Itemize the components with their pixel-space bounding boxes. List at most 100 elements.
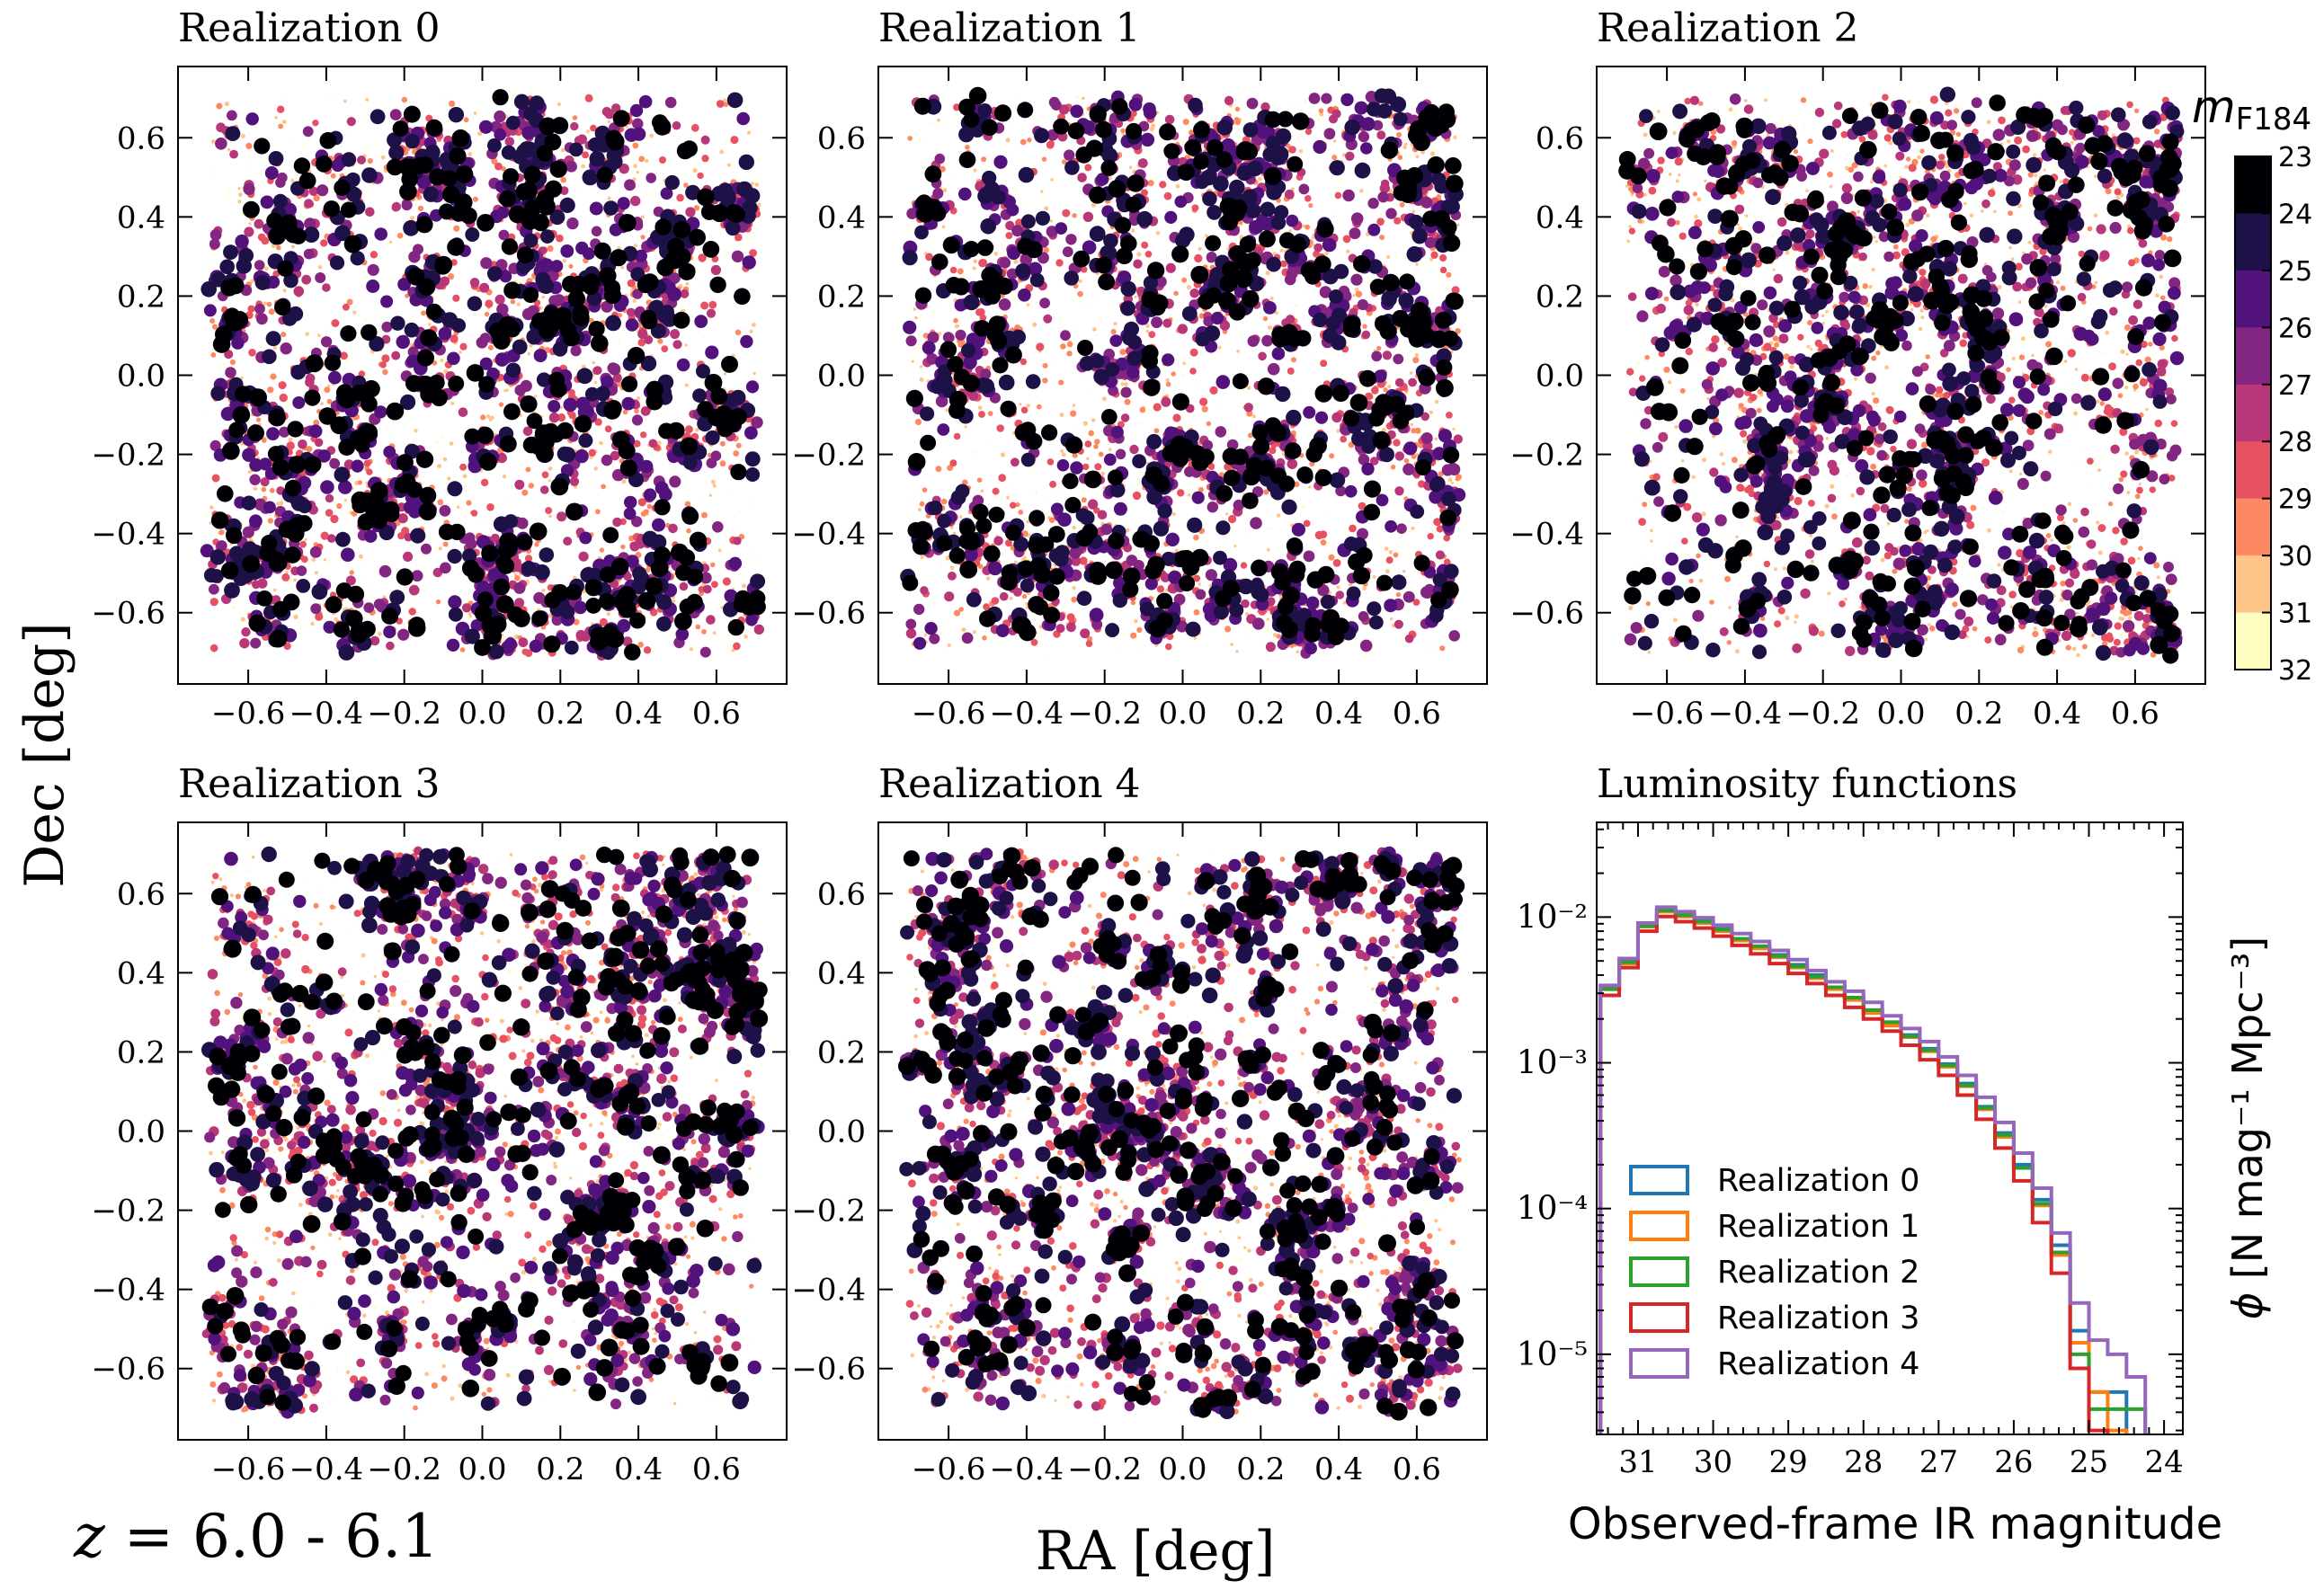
galaxy-point	[589, 315, 591, 316]
galaxy-point	[621, 396, 636, 411]
galaxy-point	[435, 605, 439, 608]
galaxy-point	[490, 415, 494, 421]
galaxy-point	[298, 303, 300, 305]
galaxy-point	[466, 500, 472, 506]
galaxy-point	[524, 555, 533, 563]
galaxy-point	[528, 483, 534, 489]
galaxy-point	[612, 110, 630, 128]
galaxy-point	[340, 325, 357, 342]
galaxy-point	[503, 637, 518, 652]
galaxy-point	[711, 581, 718, 589]
galaxy-point	[421, 310, 426, 316]
galaxy-point	[638, 94, 653, 109]
galaxy-point	[271, 486, 273, 488]
galaxy-point	[638, 155, 646, 163]
galaxy-point	[334, 466, 351, 483]
galaxy-point	[501, 238, 519, 255]
galaxy-point	[733, 537, 742, 546]
galaxy-point	[363, 602, 375, 613]
galaxy-point	[419, 486, 437, 505]
galaxy-point	[604, 109, 615, 120]
galaxy-point	[279, 501, 284, 506]
galaxy-point	[303, 248, 315, 260]
galaxy-point	[735, 442, 742, 448]
galaxy-point	[345, 172, 348, 174]
galaxy-point	[548, 412, 560, 423]
galaxy-point	[633, 164, 637, 168]
galaxy-point	[254, 303, 265, 315]
galaxy-point	[749, 249, 757, 257]
galaxy-point	[501, 254, 503, 257]
galaxy-point	[237, 518, 239, 519]
galaxy-point	[607, 196, 611, 200]
galaxy-point	[209, 644, 218, 652]
galaxy-point	[317, 265, 323, 270]
galaxy-point	[627, 306, 628, 308]
galaxy-point	[688, 537, 690, 539]
galaxy-point	[548, 466, 553, 471]
galaxy-point	[590, 124, 597, 132]
galaxy-point	[434, 246, 436, 248]
galaxy-point	[435, 599, 441, 605]
galaxy-point	[403, 551, 414, 563]
galaxy-point	[649, 133, 654, 138]
galaxy-point	[405, 134, 420, 149]
galaxy-point	[395, 638, 397, 641]
galaxy-point	[672, 599, 676, 603]
galaxy-point	[248, 199, 250, 201]
galaxy-point	[238, 192, 243, 198]
galaxy-point	[400, 245, 402, 248]
galaxy-point	[470, 510, 478, 517]
galaxy-point	[746, 130, 751, 135]
galaxy-point	[563, 329, 580, 347]
galaxy-point	[657, 338, 663, 344]
galaxy-point	[334, 650, 337, 652]
galaxy-point	[405, 501, 406, 502]
galaxy-point	[479, 282, 490, 293]
galaxy-point	[748, 242, 750, 244]
galaxy-point	[620, 265, 625, 270]
galaxy-point	[459, 647, 466, 652]
galaxy-point	[610, 479, 612, 482]
galaxy-point	[422, 440, 425, 444]
galaxy-point	[249, 474, 261, 485]
galaxy-point	[356, 373, 359, 376]
galaxy-point	[578, 551, 589, 562]
galaxy-point	[224, 582, 240, 599]
galaxy-point	[280, 499, 283, 502]
galaxy-point	[692, 167, 698, 173]
galaxy-point	[265, 520, 268, 523]
galaxy-point	[585, 598, 601, 614]
galaxy-point	[591, 226, 602, 237]
galaxy-point	[263, 588, 265, 590]
galaxy-point	[492, 169, 494, 172]
galaxy-point	[203, 304, 217, 317]
galaxy-point	[562, 273, 565, 277]
galaxy-point	[601, 454, 613, 466]
galaxy-point	[735, 233, 743, 242]
galaxy-point	[290, 581, 293, 584]
galaxy-point	[400, 394, 416, 411]
galaxy-point	[323, 370, 325, 373]
galaxy-point	[281, 120, 287, 125]
galaxy-point	[242, 200, 260, 218]
galaxy-point	[513, 573, 517, 576]
galaxy-point	[575, 629, 586, 641]
galaxy-point	[282, 593, 300, 611]
galaxy-point	[740, 598, 758, 616]
galaxy-point	[400, 200, 403, 201]
galaxy-point	[215, 138, 227, 150]
galaxy-point	[603, 200, 619, 216]
galaxy-point	[293, 614, 298, 620]
galaxy-point	[467, 152, 473, 157]
galaxy-point	[462, 474, 467, 479]
galaxy-point	[654, 481, 669, 495]
galaxy-point	[345, 359, 349, 362]
galaxy-point	[366, 468, 373, 475]
galaxy-point	[232, 606, 236, 609]
galaxy-point	[522, 436, 540, 454]
galaxy-point	[468, 615, 472, 618]
galaxy-point	[358, 554, 363, 559]
galaxy-point	[676, 358, 690, 372]
galaxy-point	[559, 197, 575, 213]
